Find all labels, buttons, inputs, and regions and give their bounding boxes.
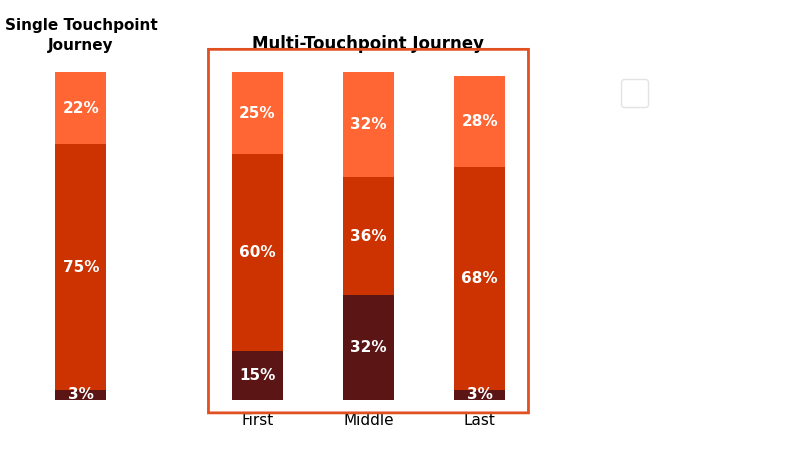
Text: Last: Last bbox=[464, 413, 496, 428]
Bar bbox=[454, 390, 506, 400]
Text: First: First bbox=[241, 413, 274, 428]
Bar bbox=[343, 177, 394, 295]
Bar bbox=[232, 72, 282, 154]
Text: 60%: 60% bbox=[239, 245, 275, 260]
Text: Single Touchpoint
Journey: Single Touchpoint Journey bbox=[5, 18, 158, 53]
Text: 3%: 3% bbox=[68, 388, 94, 402]
Text: Middle: Middle bbox=[343, 413, 394, 428]
Text: 36%: 36% bbox=[350, 229, 386, 244]
Text: 22%: 22% bbox=[62, 101, 99, 116]
Text: 15%: 15% bbox=[239, 368, 275, 383]
Bar bbox=[232, 154, 282, 350]
Bar bbox=[454, 167, 506, 390]
Text: Multi-Touchpoint Journey: Multi-Touchpoint Journey bbox=[253, 35, 485, 53]
Text: 28%: 28% bbox=[462, 114, 498, 129]
Text: 32%: 32% bbox=[350, 340, 386, 355]
Bar bbox=[454, 75, 506, 167]
Bar bbox=[232, 350, 282, 400]
Legend:  bbox=[621, 79, 648, 106]
Bar bbox=[343, 295, 394, 400]
Text: 25%: 25% bbox=[239, 106, 275, 121]
Bar bbox=[343, 72, 394, 177]
Bar bbox=[55, 144, 106, 390]
Text: 68%: 68% bbox=[462, 271, 498, 286]
Text: 75%: 75% bbox=[62, 260, 99, 275]
Bar bbox=[55, 390, 106, 400]
Bar bbox=[55, 72, 106, 144]
Text: 32%: 32% bbox=[350, 117, 386, 132]
Text: 3%: 3% bbox=[467, 388, 493, 402]
